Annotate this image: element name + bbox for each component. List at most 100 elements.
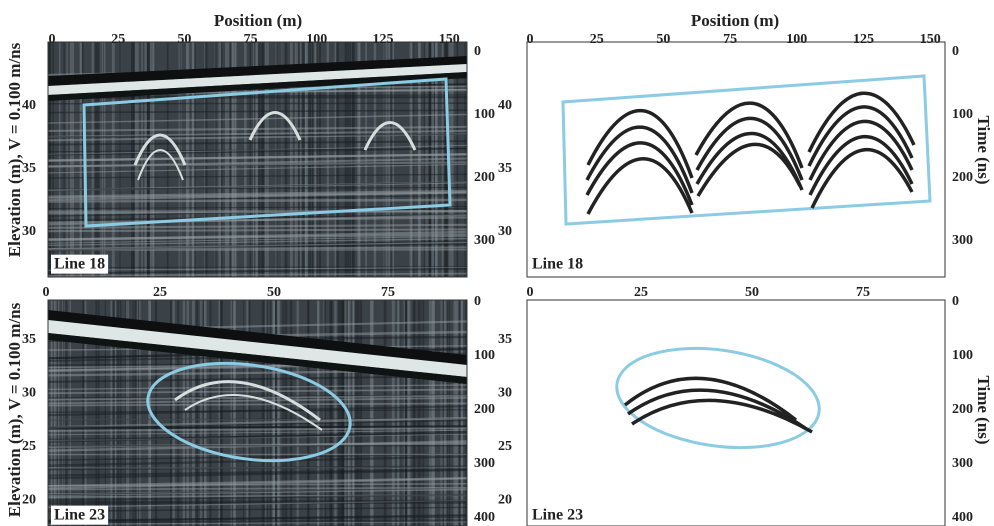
trace [446, 300, 448, 526]
reflector [48, 233, 467, 241]
right-tick-label: 200 [952, 170, 973, 185]
trace [96, 42, 100, 277]
reflector [48, 375, 467, 383]
trace [344, 42, 348, 277]
reflector [48, 147, 467, 156]
trace [455, 300, 459, 526]
reflector [48, 216, 467, 224]
line-label: Line 23 [532, 507, 583, 524]
right-tick-label: 200 [474, 170, 495, 185]
trace [132, 300, 134, 526]
x-tick-label: 25 [111, 32, 125, 47]
left-tick-label: 35 [498, 161, 512, 176]
trace [111, 42, 115, 277]
left-tick-label: 25 [498, 439, 512, 454]
trace [352, 300, 355, 526]
surface-band [48, 320, 467, 377]
trace [354, 300, 357, 526]
trace [186, 42, 189, 277]
trace [445, 42, 449, 277]
trace [412, 300, 415, 526]
y2-axis-label: Time (ns) [974, 115, 993, 184]
trace [72, 42, 75, 277]
trace [433, 42, 435, 277]
reflector [48, 477, 467, 490]
trace [101, 42, 104, 277]
x-tick-label: 100 [306, 32, 327, 47]
trace [391, 300, 395, 526]
reflector [48, 140, 467, 146]
trace [386, 42, 388, 277]
trace [83, 300, 85, 526]
trace [322, 300, 324, 526]
right-tick-label: 100 [474, 107, 495, 122]
trace [63, 42, 65, 277]
trace [359, 300, 363, 526]
trace [441, 42, 444, 277]
x-tick-label: 0 [527, 285, 534, 300]
trace [329, 300, 332, 526]
anomaly-outline [146, 361, 352, 463]
trace [453, 300, 457, 526]
reflector [48, 181, 467, 192]
x-tick-label: 125 [853, 32, 874, 47]
x-tick-label: 50 [656, 32, 670, 47]
trace [428, 42, 432, 277]
left-tick-label: 30 [498, 386, 512, 401]
trace [282, 300, 284, 526]
hyperbola [586, 157, 694, 215]
trace [253, 42, 255, 277]
trace [110, 300, 113, 526]
x-axis-label: Position (m) [691, 11, 779, 30]
reflector [48, 153, 467, 162]
hyperbola [808, 135, 914, 196]
trace [408, 300, 411, 526]
trace [58, 42, 61, 277]
reflector [48, 210, 467, 215]
trace [154, 300, 158, 526]
trace [334, 300, 337, 526]
reflector [48, 267, 467, 275]
trace [384, 42, 386, 277]
trace [341, 300, 345, 526]
right-tick-label: 100 [952, 107, 973, 122]
reflector [48, 223, 467, 229]
trace [443, 300, 447, 526]
trace [119, 300, 122, 526]
x-tick-label: 150 [439, 32, 460, 47]
trace [409, 42, 412, 277]
trace [326, 42, 329, 277]
trace [261, 300, 265, 526]
trace [262, 42, 265, 277]
x-tick-label: 125 [373, 32, 394, 47]
trace [410, 42, 414, 277]
left-tick-label: 30 [498, 224, 512, 239]
anomaly-outline [615, 346, 821, 450]
trace [284, 42, 288, 277]
trace [218, 300, 221, 526]
hyperbolas [585, 91, 916, 434]
trace [282, 42, 284, 277]
trace [414, 300, 416, 526]
trace [141, 42, 143, 277]
x-tick-label: 50 [745, 285, 759, 300]
reflector [48, 388, 467, 395]
reflector [48, 133, 467, 142]
trace [272, 300, 275, 526]
radargram [48, 42, 467, 277]
trace [400, 300, 402, 526]
hyperbola [695, 116, 804, 181]
trace [230, 300, 232, 526]
trace [147, 42, 151, 277]
line-label-box [529, 505, 587, 525]
trace [233, 300, 236, 526]
left-tick-label: 20 [22, 493, 36, 508]
reflector [48, 418, 467, 421]
trace [80, 42, 84, 277]
right-tick-label: 100 [952, 348, 973, 363]
trace [417, 300, 421, 526]
reflector [48, 402, 467, 407]
reflector [48, 194, 467, 202]
trace [412, 42, 416, 277]
reflector [48, 429, 467, 436]
